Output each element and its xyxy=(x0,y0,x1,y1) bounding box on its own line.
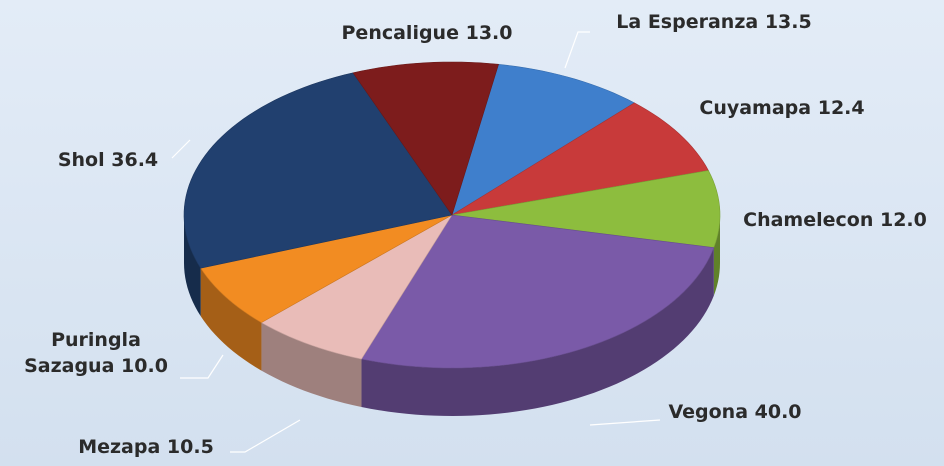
label-category: Pencaligue xyxy=(341,22,459,44)
slice xyxy=(451,102,709,216)
label-category: Cuyamapa xyxy=(699,97,812,119)
label-value: 10.0 xyxy=(121,355,168,377)
pie-sides xyxy=(184,215,720,416)
leader-lines xyxy=(171,31,661,453)
label-category: Chamelecon xyxy=(743,209,874,231)
data-label: Chamelecon 12.0 xyxy=(743,207,927,233)
label-value: 13.0 xyxy=(465,22,513,44)
slice-side xyxy=(184,215,201,317)
slice xyxy=(200,214,453,323)
leader-line xyxy=(230,419,301,453)
slice xyxy=(451,170,721,248)
slice xyxy=(183,72,453,269)
slice xyxy=(451,63,635,216)
slice xyxy=(260,214,453,360)
label-value: 13.5 xyxy=(764,11,812,33)
pie-tops xyxy=(183,61,721,369)
slice-side xyxy=(200,268,262,371)
leader-line xyxy=(171,139,191,159)
slice xyxy=(360,214,715,369)
label-category: Puringla Sazagua xyxy=(24,329,141,377)
data-label: Pencaligue 13.0 xyxy=(342,20,513,46)
data-label: Puringla Sazagua 10.0 xyxy=(21,327,171,379)
data-label: Vegona 40.0 xyxy=(668,399,801,425)
label-value: 12.0 xyxy=(879,209,927,231)
label-category: La Esperanza xyxy=(616,11,759,33)
label-value: 10.5 xyxy=(166,436,214,458)
label-value: 40.0 xyxy=(754,401,802,423)
data-label: Mezapa 10.5 xyxy=(78,434,214,460)
slice-side xyxy=(261,322,362,408)
slice xyxy=(352,61,499,216)
leader-line xyxy=(564,31,590,69)
slice-side xyxy=(713,215,720,296)
data-label: Cuyamapa 12.4 xyxy=(699,95,864,121)
leader-line xyxy=(180,354,224,379)
label-category: Mezapa xyxy=(78,436,161,458)
slice-side xyxy=(361,247,714,416)
data-label: Shol 36.4 xyxy=(58,147,158,173)
label-category: Vegona xyxy=(668,401,749,423)
data-label: La Esperanza 13.5 xyxy=(616,9,811,35)
label-category: Shol xyxy=(57,149,105,171)
label-value: 12.4 xyxy=(817,97,865,119)
leader-line xyxy=(589,419,661,426)
label-value: 36.4 xyxy=(111,149,159,171)
